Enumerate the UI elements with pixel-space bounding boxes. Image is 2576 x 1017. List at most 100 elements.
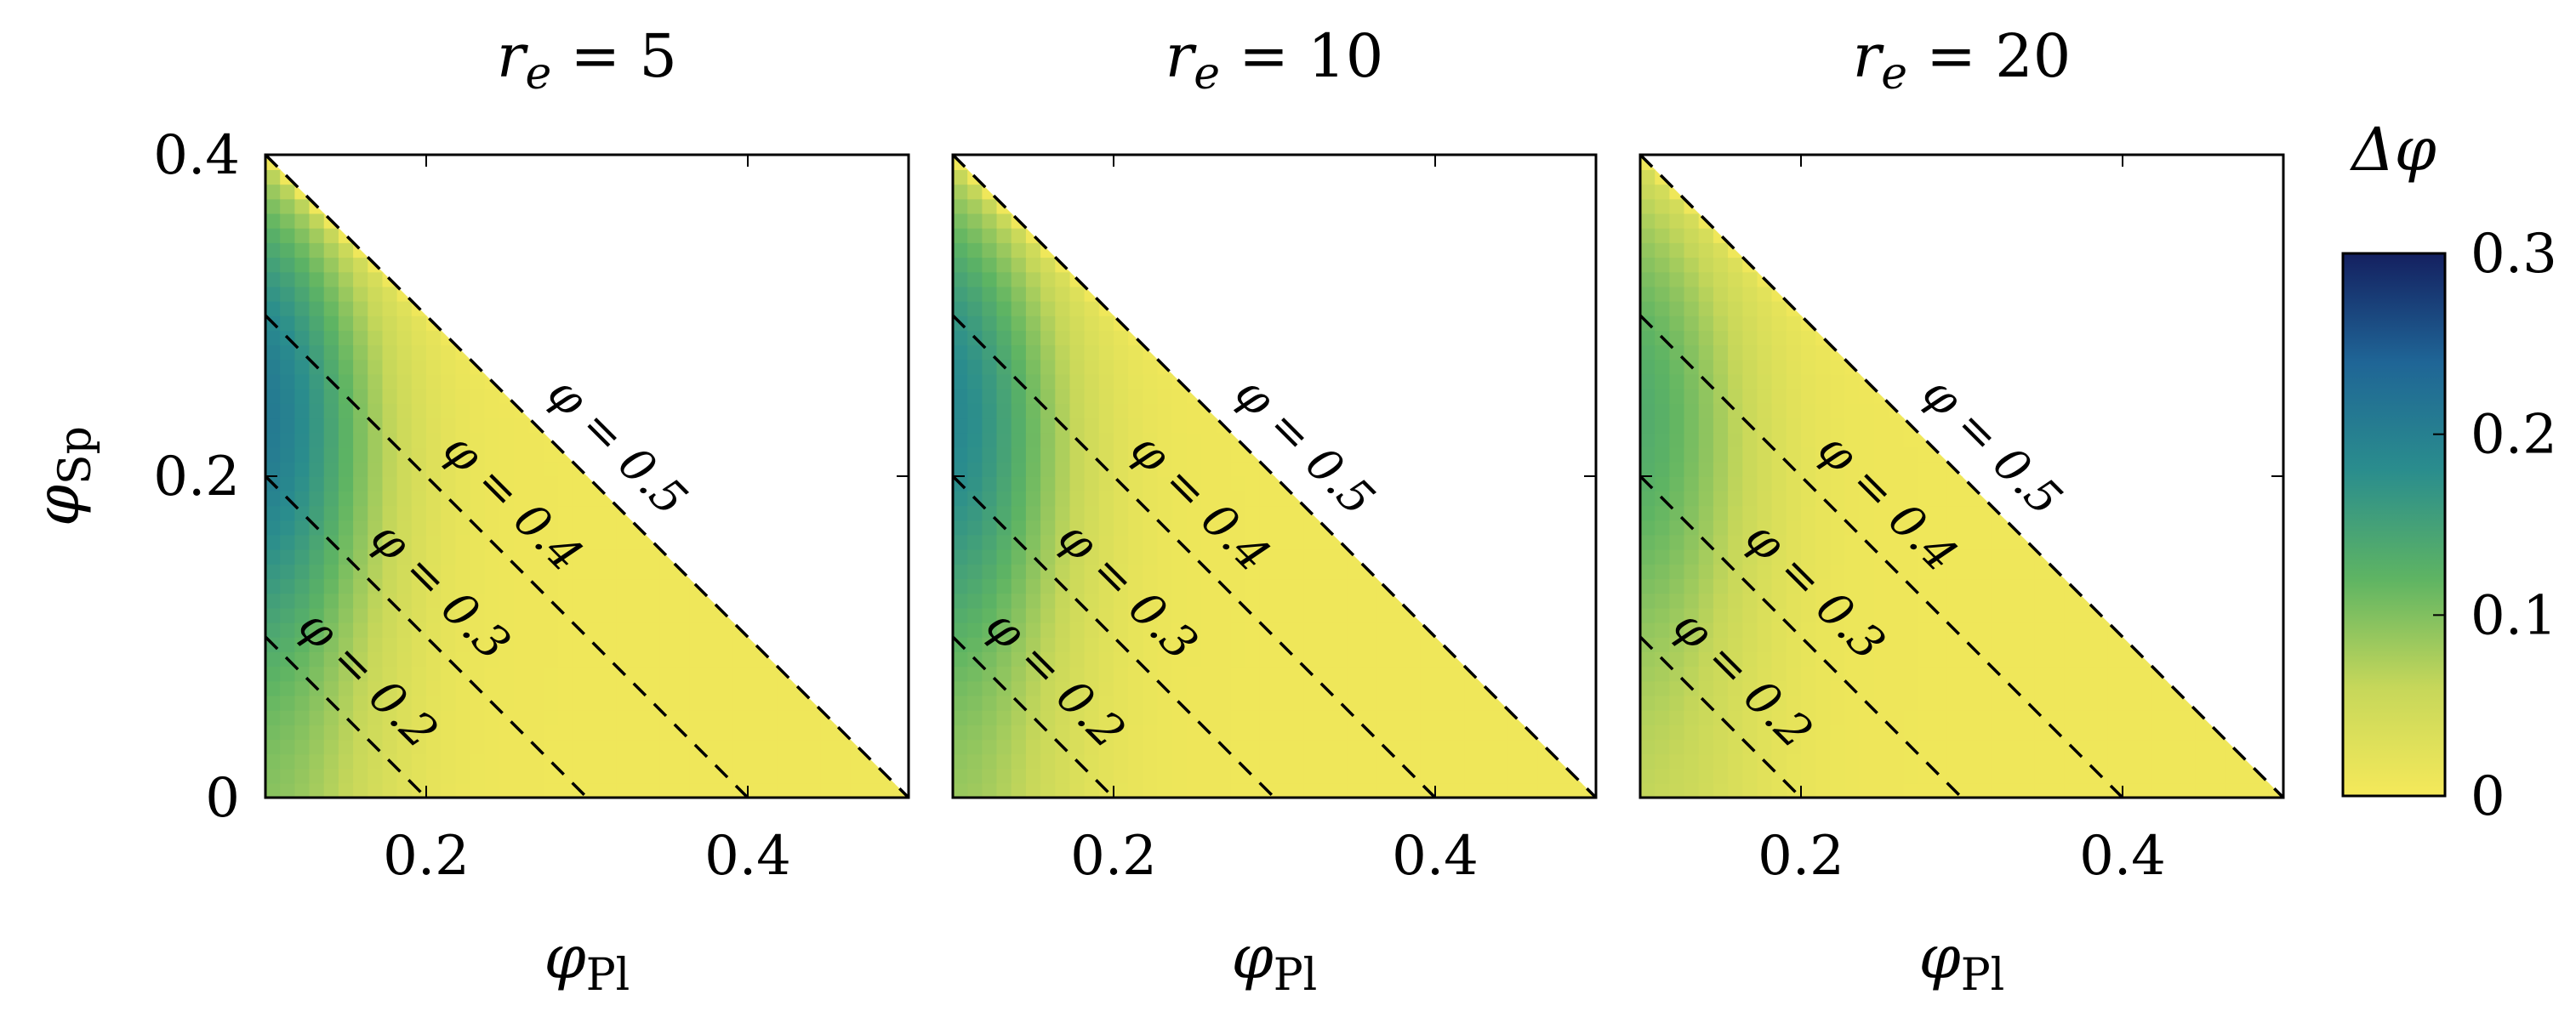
heatmap-cell: [1684, 432, 1700, 448]
heatmap-cell: [1669, 388, 1685, 404]
heatmap-cell: [1055, 564, 1071, 580]
heatmap-cell: [1669, 622, 1685, 638]
heatmap-cell: [1976, 593, 1992, 609]
heatmap-cell: [528, 491, 544, 507]
heatmap-cell: [1918, 446, 1934, 463]
heatmap-cell: [982, 373, 998, 389]
heatmap-cell: [2151, 739, 2168, 755]
heatmap-cell: [1655, 607, 1671, 623]
heatmap-cell: [396, 695, 413, 711]
heatmap-cell: [675, 782, 691, 798]
heatmap-cell: [2195, 695, 2211, 711]
heatmap-cell: [820, 753, 836, 770]
heatmap-cell: [265, 724, 281, 741]
heatmap-cell: [1537, 753, 1553, 770]
heatmap-cell: [718, 753, 734, 770]
heatmap-cell: [1362, 709, 1378, 725]
heatmap-cell: [309, 666, 325, 682]
heatmap-cell: [338, 724, 354, 741]
heatmap-cell: [1844, 782, 1861, 798]
heatmap-cell: [748, 622, 763, 638]
heatmap-cell: [1844, 432, 1861, 448]
heatmap-cell: [820, 782, 836, 798]
heatmap-cell: [514, 461, 530, 477]
heatmap-cell: [1201, 695, 1217, 711]
heatmap-cell: [1143, 476, 1159, 491]
heatmap-cell: [1098, 491, 1114, 507]
heatmap-cell: [587, 607, 602, 623]
heatmap-cell: [1216, 505, 1232, 521]
heatmap-cell: [396, 520, 413, 536]
heatmap-cell: [1786, 680, 1802, 696]
heatmap-cell: [1201, 534, 1217, 550]
heatmap-cell: [1186, 373, 1202, 389]
heatmap-cell: [1946, 637, 1963, 652]
heatmap-cell: [1464, 651, 1480, 668]
heatmap-cell: [1098, 359, 1114, 375]
heatmap-cell: [411, 680, 427, 696]
heatmap-cell: [1128, 607, 1144, 623]
heatmap-cell: [1757, 724, 1773, 741]
heatmap-cell: [1771, 622, 1787, 638]
heatmap-cell: [1507, 753, 1524, 770]
heatmap-cell: [280, 373, 296, 389]
heatmap-cell: [2005, 622, 2021, 638]
heatmap-cell: [1362, 680, 1378, 696]
heatmap-cell: [338, 271, 354, 287]
heatmap-cell: [1640, 505, 1656, 521]
heatmap-cell: [294, 271, 311, 287]
heatmap-cell: [982, 520, 998, 536]
heatmap-cell: [323, 724, 339, 741]
heatmap-cell: [2123, 695, 2138, 711]
heatmap-cell: [1405, 637, 1422, 652]
heatmap-cell: [1903, 768, 1919, 784]
heatmap-cell: [967, 593, 983, 609]
heatmap-cell: [1479, 709, 1495, 725]
heatmap-cell: [441, 446, 457, 463]
heatmap-cell: [732, 666, 749, 682]
heatmap-cell: [1011, 505, 1027, 521]
heatmap-cell: [1157, 344, 1173, 361]
contour-line-0.5: [1638, 153, 2285, 799]
heatmap-cell: [1084, 666, 1100, 682]
heatmap-cell: [353, 257, 369, 273]
heatmap-cell: [572, 534, 588, 550]
heatmap-cell: [1230, 476, 1246, 491]
heatmap-cell: [659, 622, 675, 638]
heatmap-cell: [1025, 607, 1041, 623]
heatmap-cell: [1698, 680, 1714, 696]
heatmap-cell: [1655, 505, 1671, 521]
heatmap-cell: [411, 753, 427, 770]
heatmap-cell: [1098, 271, 1114, 287]
heatmap-cell: [499, 739, 515, 755]
heatmap-cell: [1976, 651, 1992, 668]
heatmap-cell: [1245, 680, 1261, 696]
heatmap-cell: [1684, 578, 1700, 594]
heatmap-cell: [1011, 461, 1027, 477]
heatmap-cell: [1932, 782, 1948, 798]
heatmap-cell: [309, 768, 325, 784]
heatmap-cell: [1962, 695, 1977, 711]
heatmap-cell: [1918, 548, 1934, 565]
heatmap-cell: [675, 578, 691, 594]
heatmap-cell: [1640, 418, 1656, 434]
heatmap-cell: [1143, 724, 1159, 741]
heatmap-cell: [1728, 753, 1744, 770]
heatmap-cell: [1640, 651, 1656, 668]
heatmap-cell: [967, 548, 983, 565]
heatmap-cell: [1786, 359, 1802, 375]
heatmap-cell: [1801, 548, 1816, 565]
heatmap-cell: [396, 330, 413, 346]
heatmap-cell: [1698, 359, 1714, 375]
heatmap-cell: [1786, 271, 1802, 287]
heatmap-cell: [1011, 666, 1027, 682]
heatmap-cell: [1171, 548, 1188, 565]
heatmap-cell: [1069, 695, 1086, 711]
heatmap-cell: [396, 680, 413, 696]
heatmap-cell: [2151, 768, 2168, 784]
heatmap-cell: [732, 607, 749, 623]
heatmap-cell: [1669, 169, 1685, 185]
heatmap-cell: [2137, 768, 2153, 784]
heatmap-cell: [441, 709, 457, 725]
heatmap-cell: [2195, 782, 2211, 798]
